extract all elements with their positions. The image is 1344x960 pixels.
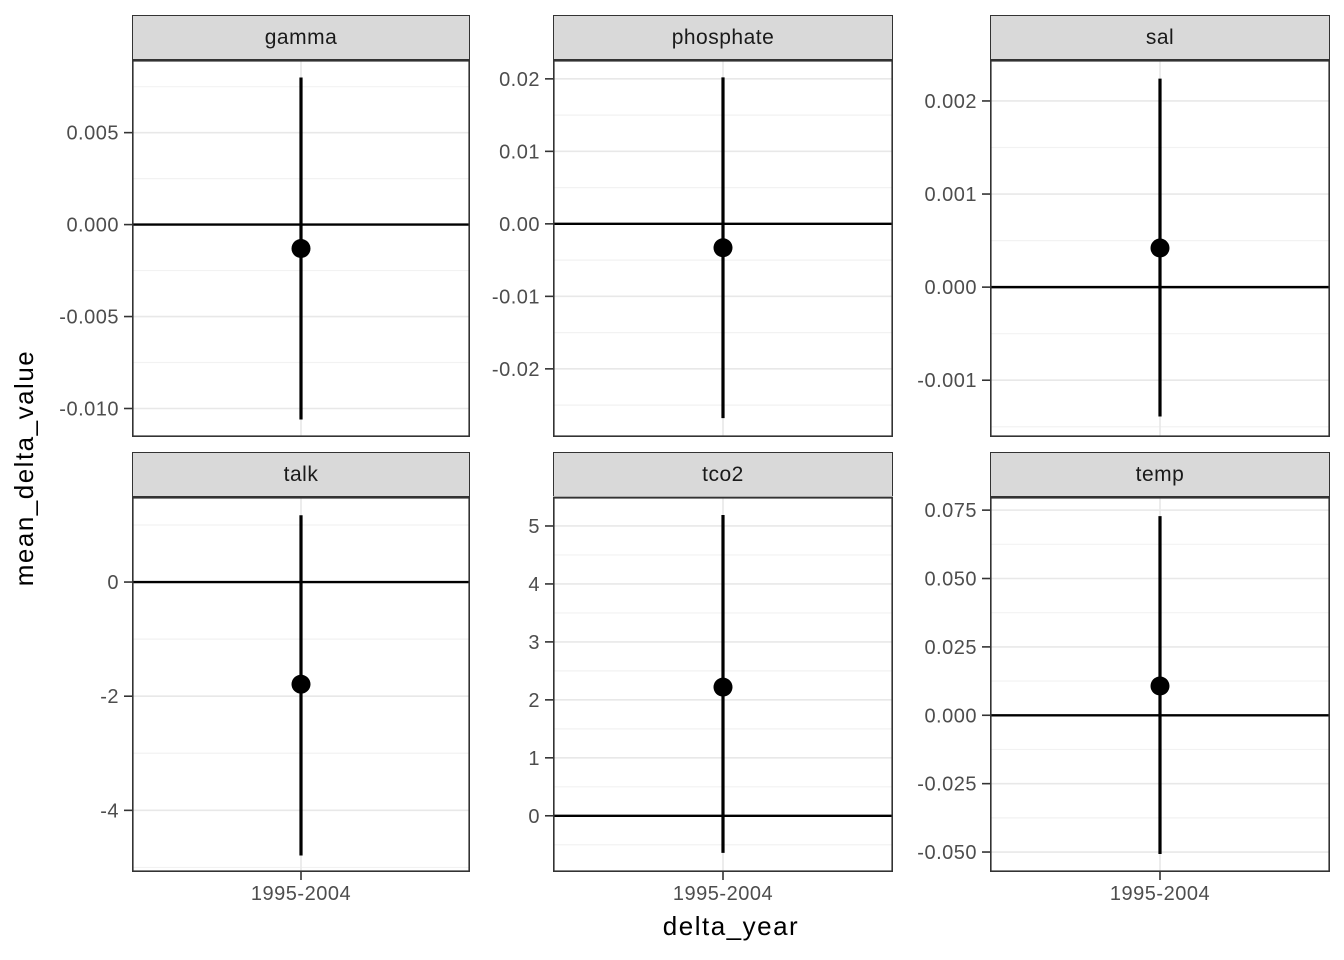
x-tick-label: 1995-2004 bbox=[672, 883, 774, 905]
y-tick-label: -0.005 bbox=[59, 307, 119, 329]
y-tick-label: 0.002 bbox=[924, 91, 977, 113]
y-tick-label: 0.005 bbox=[66, 123, 119, 145]
facet-strip-temp: temp bbox=[990, 452, 1330, 497]
y-tick-label: 0.01 bbox=[499, 141, 540, 163]
point-estimate bbox=[713, 238, 733, 258]
y-tick-label: -0.050 bbox=[917, 842, 977, 864]
x-axis-title: delta_year bbox=[662, 911, 800, 941]
y-tick-label: 0.000 bbox=[66, 215, 119, 237]
point-estimate bbox=[291, 674, 311, 694]
facet-strip-sal: sal bbox=[990, 15, 1330, 60]
facet-strip-label: phosphate bbox=[671, 25, 775, 49]
facet-strip-label: sal bbox=[1145, 25, 1175, 49]
facet-panel-talk: 0 -2 -4 bbox=[100, 497, 470, 880]
facet-strip-talk: talk bbox=[132, 452, 470, 497]
y-tick-label: -0.025 bbox=[917, 774, 977, 796]
y-tick-label: -0.010 bbox=[59, 398, 119, 420]
y-tick-label: 0.075 bbox=[924, 500, 977, 522]
y-tick-label: 0.00 bbox=[499, 214, 540, 236]
facet-panel-tco2: 5 4 3 2 1 0 bbox=[528, 496, 893, 880]
y-tick-label: 0.025 bbox=[924, 637, 977, 659]
facet-strip-label: tco2 bbox=[702, 462, 744, 486]
y-tick-label: 5 bbox=[528, 516, 540, 538]
y-tick-label: 2 bbox=[528, 690, 540, 712]
y-tick-label: -0.01 bbox=[492, 286, 540, 308]
y-tick-label: 0 bbox=[528, 806, 540, 828]
x-tick-label: 1995-2004 bbox=[250, 883, 352, 905]
facet-panel-phosphate: 0.02 0.01 0.00 -0.01 -0.02 bbox=[492, 60, 893, 437]
y-tick-label: 4 bbox=[528, 574, 540, 596]
point-estimate bbox=[713, 677, 733, 697]
y-tick-label: -2 bbox=[100, 686, 119, 708]
y-tick-label: 3 bbox=[528, 632, 540, 654]
facet-panel-gamma: 0.005 0.000 -0.005 -0.010 bbox=[59, 60, 470, 437]
y-tick-label: -0.001 bbox=[917, 370, 977, 392]
y-tick-label: 0.02 bbox=[499, 69, 540, 91]
y-tick-label: -0.02 bbox=[492, 359, 540, 381]
y-tick-label: 0 bbox=[107, 572, 119, 594]
facet-strip-label: gamma bbox=[264, 25, 338, 49]
y-tick-label: 0.000 bbox=[924, 705, 977, 727]
point-estimate bbox=[1150, 676, 1170, 696]
facet-strip-label: talk bbox=[283, 462, 319, 486]
facet-strip-gamma: gamma bbox=[132, 15, 470, 60]
facet-strip-tco2: tco2 bbox=[553, 452, 893, 497]
point-estimate bbox=[291, 239, 311, 258]
y-tick-label: 0.001 bbox=[924, 184, 977, 206]
y-tick-label: 1 bbox=[528, 748, 540, 770]
y-tick-label: 0.000 bbox=[924, 277, 977, 299]
facet-panel-sal: 0.002 0.001 0.000 -0.001 bbox=[917, 60, 1330, 437]
facet-panel-temp: 0.075 0.050 0.025 0.000 -0.025 -0.050 bbox=[917, 497, 1330, 880]
facet-strip-label: temp bbox=[1135, 462, 1185, 486]
y-tick-label: -4 bbox=[100, 800, 119, 822]
facet-strip-phosphate: phosphate bbox=[553, 15, 893, 60]
point-estimate bbox=[1150, 238, 1170, 258]
x-tick-label: 1995-2004 bbox=[1109, 883, 1211, 905]
y-tick-label: 0.050 bbox=[924, 569, 977, 591]
